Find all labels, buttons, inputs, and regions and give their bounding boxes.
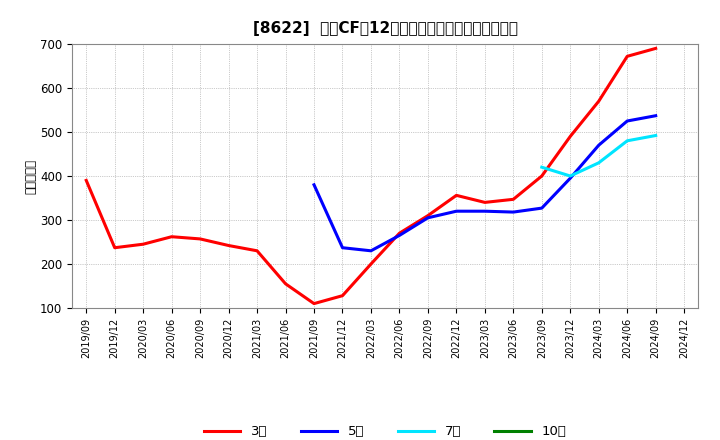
Title: [8622]  投賄CFの12か月移動合計の標準偏差の推移: [8622] 投賄CFの12か月移動合計の標準偏差の推移	[253, 21, 518, 36]
Y-axis label: （百万円）: （百万円）	[24, 158, 37, 194]
Legend: 3年, 5年, 7年, 10年: 3年, 5年, 7年, 10年	[204, 425, 567, 439]
